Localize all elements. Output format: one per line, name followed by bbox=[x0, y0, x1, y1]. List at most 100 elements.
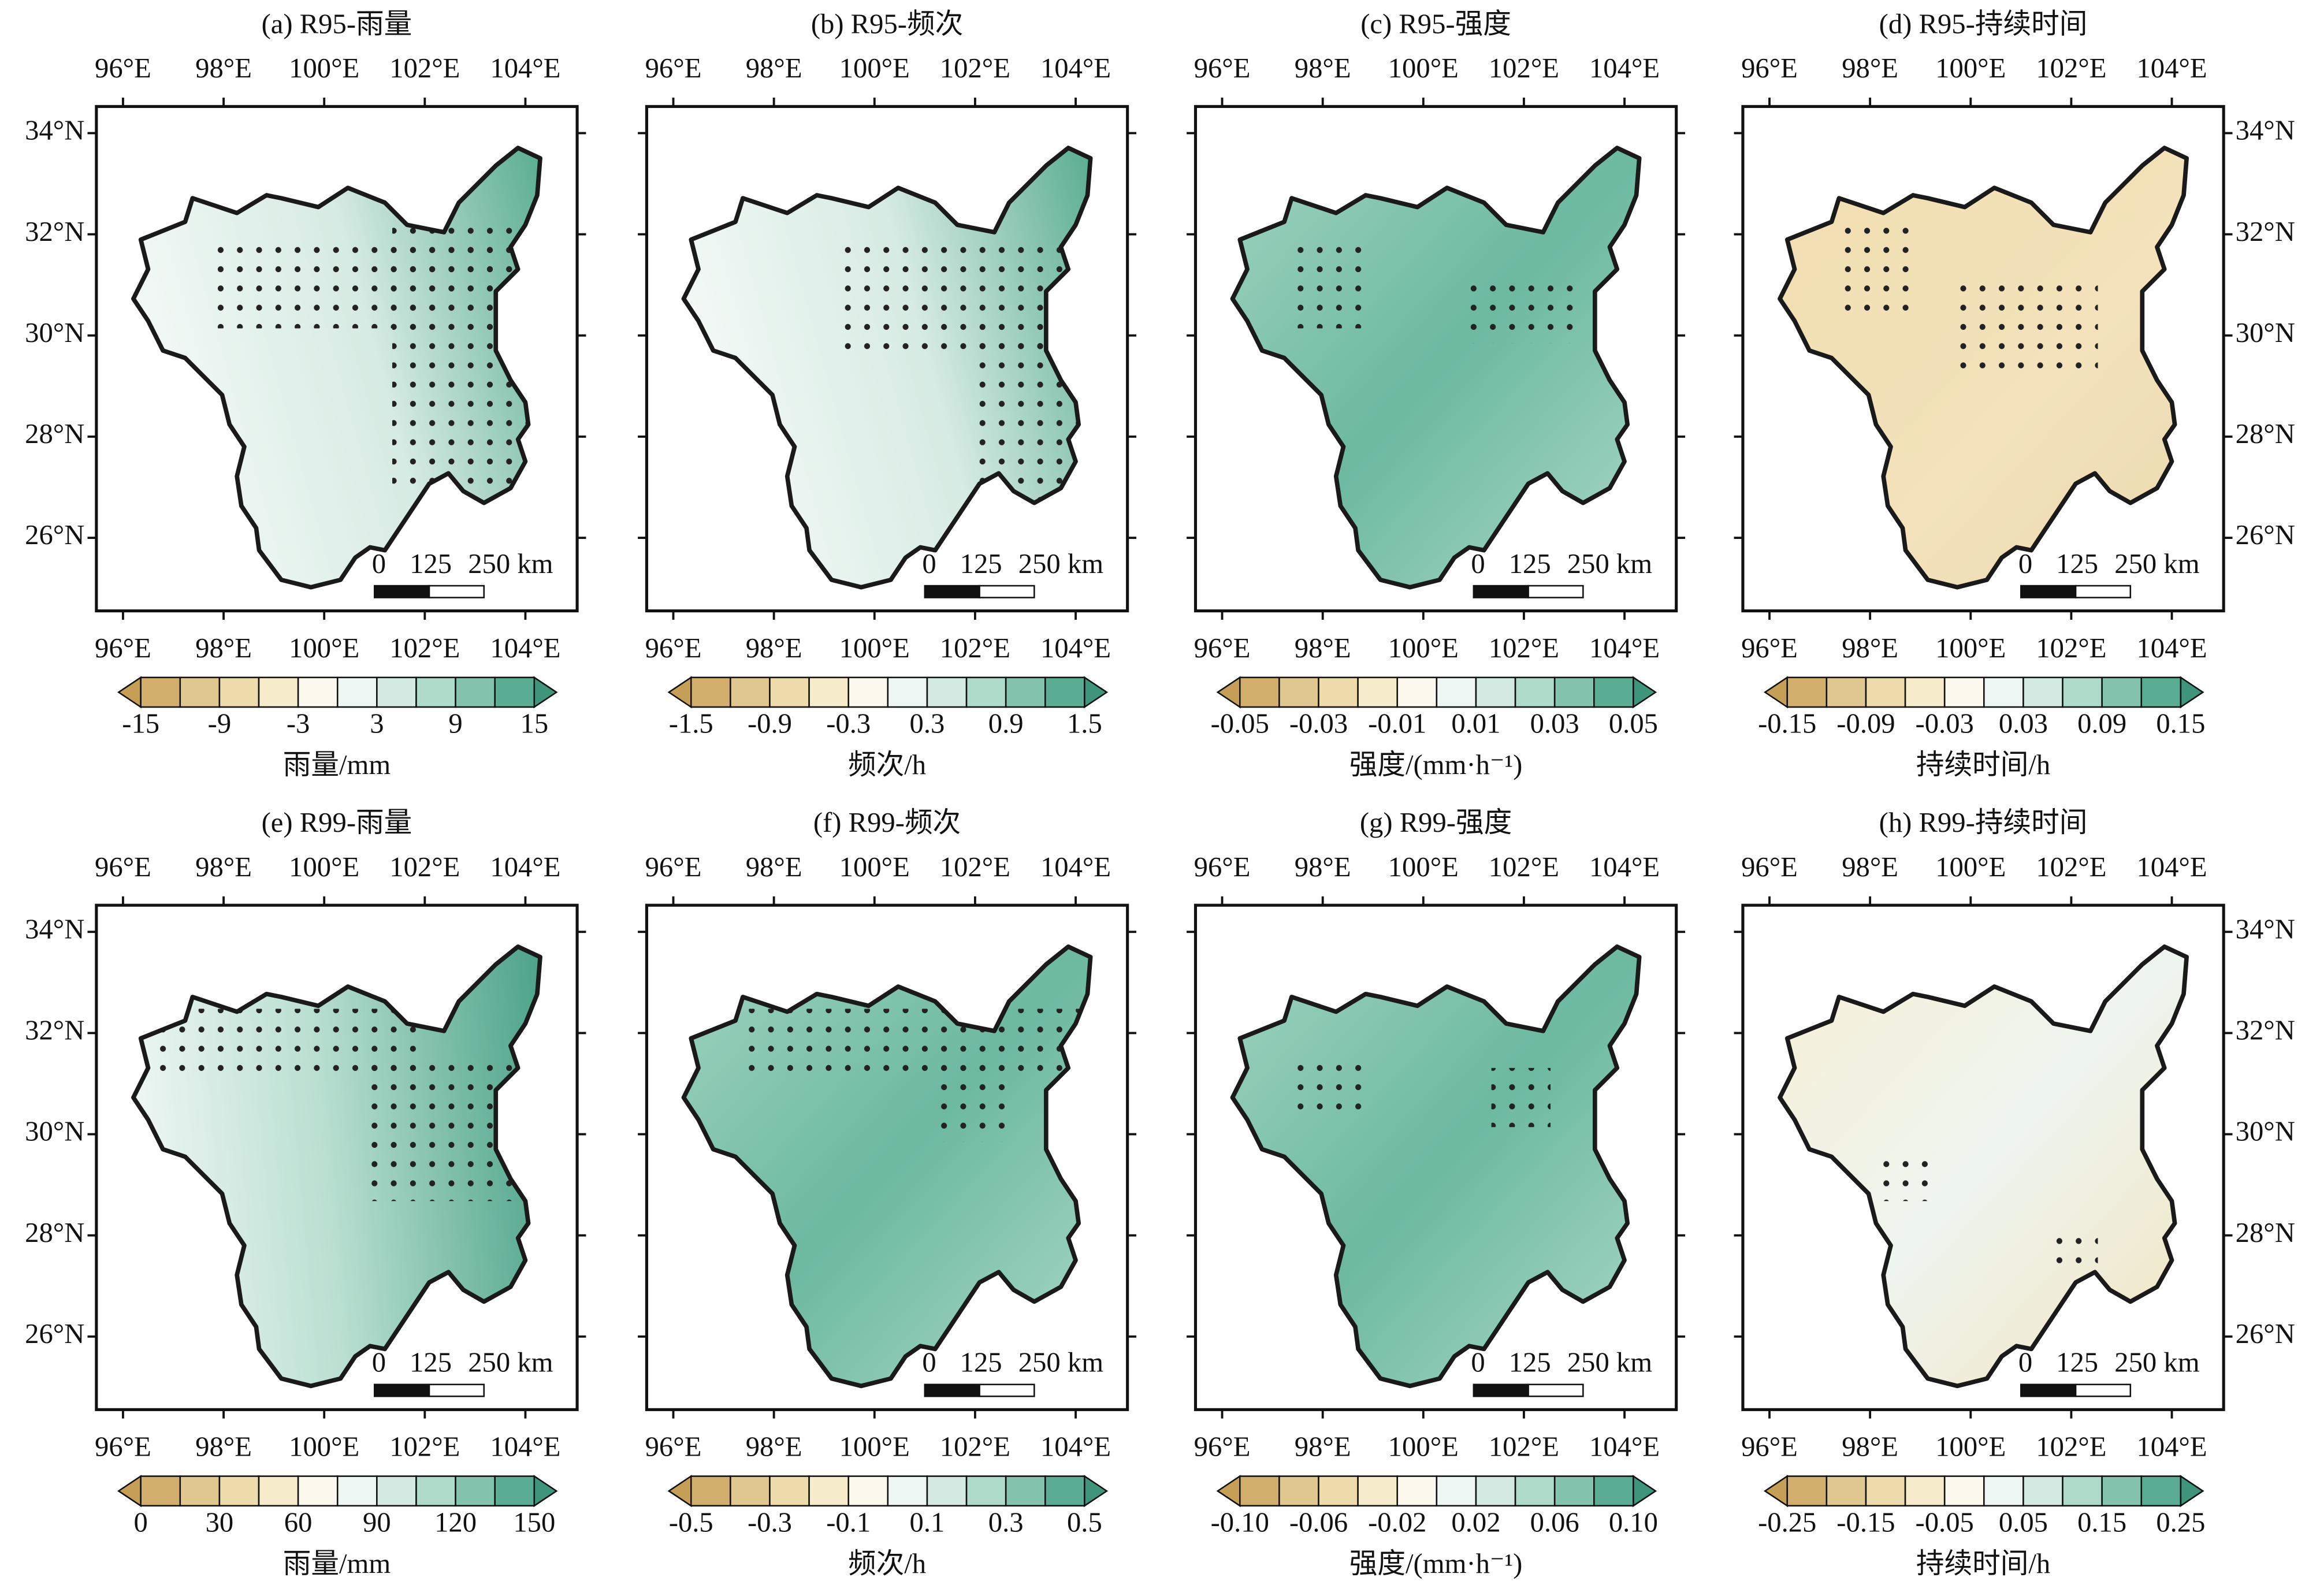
lon-label-top: 96°E bbox=[95, 851, 151, 883]
panel-title: (c) R95-强度 bbox=[1360, 8, 1511, 39]
colorbar-tick-label: 0.15 bbox=[2077, 1506, 2126, 1538]
colorbar-bin bbox=[1593, 1475, 1634, 1507]
colorbar-bin bbox=[1865, 1475, 1906, 1507]
colorbar-bin bbox=[179, 676, 221, 708]
colorbar-label: 频次/h bbox=[848, 1548, 926, 1579]
lon-label-top: 100°E bbox=[289, 851, 359, 883]
colorbar-bin bbox=[1436, 676, 1477, 708]
colorbar-bin bbox=[494, 1475, 536, 1507]
scale-bar bbox=[2074, 585, 2132, 598]
colorbar-bin bbox=[808, 1475, 849, 1507]
colorbar-bin bbox=[140, 676, 181, 708]
lat-label: 26°N bbox=[2236, 1318, 2295, 1349]
colorbar-bin bbox=[494, 676, 536, 708]
map bbox=[1780, 148, 2187, 587]
lon-label-top: 100°E bbox=[839, 851, 910, 883]
frame bbox=[1741, 903, 2225, 1411]
lon-label-bottom: 102°E bbox=[389, 633, 460, 664]
colorbar-bin bbox=[1593, 676, 1634, 708]
colorbar-extend bbox=[1764, 676, 1789, 709]
colorbar-tick-label: -0.09 bbox=[1836, 708, 1895, 739]
colorbar-bin bbox=[336, 1475, 378, 1507]
colorbar-label: 持续时间/h bbox=[1916, 1548, 2050, 1579]
lat-label: 32°N bbox=[25, 1015, 84, 1046]
colorbar-label: 雨量/mm bbox=[283, 1548, 391, 1579]
scale-label: 125 bbox=[2056, 548, 2098, 579]
colorbar-bin bbox=[218, 676, 260, 708]
colorbar-tick-label: 90 bbox=[363, 1506, 391, 1538]
scale-bar bbox=[1473, 1383, 1529, 1397]
colorbar-label: 强度/(mm·h⁻¹) bbox=[1349, 1548, 1523, 1579]
colorbar-tick-label: -0.5 bbox=[669, 1506, 713, 1538]
lon-label-top: 100°E bbox=[1935, 851, 2006, 883]
colorbar-bin bbox=[297, 676, 339, 708]
colorbar-bin bbox=[808, 676, 849, 708]
scale-bar bbox=[428, 1383, 485, 1397]
lon-label-top: 100°E bbox=[839, 53, 910, 84]
lon-label-bottom: 102°E bbox=[940, 1431, 1010, 1463]
colorbar-bin bbox=[455, 1475, 496, 1507]
lon-label-bottom: 102°E bbox=[389, 1431, 460, 1463]
dots bbox=[839, 239, 1091, 358]
lon-label-top: 102°E bbox=[1489, 851, 1559, 883]
colorbar-extend bbox=[117, 1475, 142, 1508]
stippling bbox=[735, 1009, 1091, 1142]
lon-label-top: 104°E bbox=[1040, 53, 1111, 84]
lon-label-top: 104°E bbox=[490, 53, 560, 84]
lon-label-bottom: 104°E bbox=[1589, 1431, 1660, 1463]
lon-label-bottom: 104°E bbox=[2136, 1431, 2207, 1463]
lon-label-bottom: 104°E bbox=[490, 1431, 560, 1463]
colorbar-bin bbox=[2140, 1475, 2182, 1507]
lon-label-bottom: 98°E bbox=[1295, 633, 1351, 664]
map bbox=[683, 947, 1090, 1386]
lon-label-top: 100°E bbox=[289, 53, 359, 84]
colorbar-bin bbox=[455, 676, 496, 708]
scale-label: 250 km bbox=[2114, 548, 2199, 579]
lon-label-top: 98°E bbox=[746, 53, 802, 84]
colorbar-label: 持续时间/h bbox=[1916, 749, 2050, 780]
lon-label-bottom: 104°E bbox=[1589, 633, 1660, 664]
lon-label-bottom: 100°E bbox=[289, 1431, 359, 1463]
colorbar-extend bbox=[1084, 676, 1109, 709]
lon-label-bottom: 98°E bbox=[746, 633, 802, 664]
colorbar-bin bbox=[1943, 1475, 1985, 1507]
scale-bar bbox=[2020, 1383, 2077, 1397]
scale-bar bbox=[1473, 585, 1529, 598]
colorbar-tick-label: 0.03 bbox=[1530, 708, 1579, 739]
scale-label: 0 bbox=[2018, 1347, 2032, 1378]
lon-label-top: 98°E bbox=[1842, 851, 1898, 883]
colorbar-bin bbox=[1044, 1475, 1085, 1507]
colorbar-bin bbox=[1983, 1475, 2024, 1507]
colorbar-bin bbox=[1475, 676, 1516, 708]
lon-label-top: 102°E bbox=[389, 851, 460, 883]
colorbar-tick-label: 1.5 bbox=[1067, 708, 1102, 739]
colorbar-tick-label: 0.05 bbox=[1609, 708, 1658, 739]
colorbar-extend bbox=[667, 1475, 692, 1508]
map bbox=[1232, 947, 1639, 1386]
colorbar-tick-label: 9 bbox=[448, 708, 462, 739]
scale-label: 0 bbox=[1471, 548, 1485, 579]
colorbar-bin bbox=[179, 1475, 221, 1507]
colorbar-bin bbox=[297, 1475, 339, 1507]
dots bbox=[1491, 1067, 1551, 1128]
colorbar-bin bbox=[847, 676, 889, 708]
lon-label-bottom: 102°E bbox=[1489, 1431, 1559, 1463]
lon-label-top: 98°E bbox=[1295, 53, 1351, 84]
panel-title: (a) R95-雨量 bbox=[262, 8, 412, 39]
scale-bar bbox=[373, 1383, 430, 1397]
scale-bar bbox=[373, 585, 430, 598]
lon-label-top: 104°E bbox=[2136, 53, 2207, 84]
scale-label: 125 bbox=[960, 548, 1002, 579]
lat-label: 28°N bbox=[2236, 1217, 2295, 1248]
colorbar-bin bbox=[2140, 676, 2182, 708]
scale-bar bbox=[2020, 585, 2077, 598]
stippling bbox=[1831, 225, 2098, 373]
colorbar-bin bbox=[1005, 676, 1046, 708]
map bbox=[133, 148, 540, 587]
scale-bar bbox=[428, 585, 485, 598]
frame bbox=[95, 105, 579, 613]
lon-label-bottom: 96°E bbox=[1741, 1431, 1798, 1463]
frame bbox=[645, 105, 1129, 613]
scale-label: 250 km bbox=[468, 548, 553, 579]
